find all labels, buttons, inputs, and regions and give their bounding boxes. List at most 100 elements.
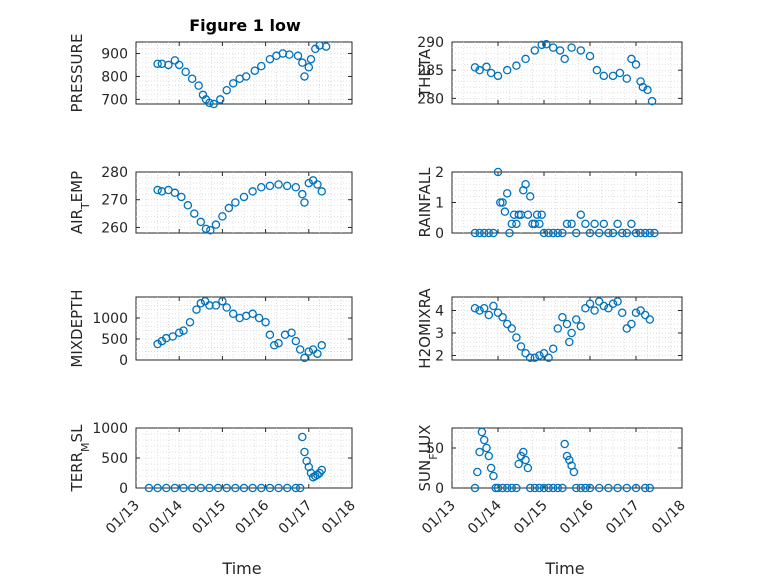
data-point (179, 326, 188, 335)
data-point (470, 303, 480, 313)
data-point (548, 344, 558, 353)
data-point (300, 198, 309, 207)
x-tick-label: 01/14 (465, 497, 505, 537)
data-point (558, 483, 567, 493)
data-point (291, 336, 301, 346)
data-point (170, 188, 180, 198)
data-point (516, 342, 526, 351)
data-point (473, 467, 482, 477)
data-point (585, 51, 595, 61)
data-point (183, 201, 193, 210)
data-point (631, 483, 641, 493)
data-point (553, 483, 563, 493)
data-point (306, 54, 316, 64)
data-point (627, 219, 636, 229)
x-tick-label: 01/18 (319, 498, 359, 538)
data-point (291, 182, 301, 192)
data-point (496, 198, 505, 207)
data-point (248, 187, 257, 196)
data-point (636, 306, 645, 315)
data-point (313, 349, 322, 358)
data-point (636, 228, 645, 238)
data-point (317, 465, 327, 475)
y-axis-label: THETA (416, 48, 434, 98)
data-point (205, 483, 214, 493)
data-point (298, 58, 307, 67)
data-point (539, 348, 549, 358)
data-point (604, 228, 613, 238)
data-point (514, 459, 523, 469)
data-point (608, 299, 618, 308)
data-point (599, 71, 609, 81)
y-tick-label: 2 (435, 349, 444, 365)
data-point (581, 219, 590, 229)
data-point (530, 483, 540, 493)
y-axis-label: MIXDEPTH (68, 289, 86, 367)
data-point (168, 332, 177, 341)
data-point (274, 483, 283, 493)
x-axis-label: Time (221, 559, 261, 578)
data-point (525, 483, 535, 493)
data-point (507, 219, 517, 229)
y-tick-label: 0 (119, 353, 128, 369)
data-point (558, 312, 567, 322)
data-point (613, 219, 622, 229)
data-point (475, 228, 484, 238)
data-point (211, 301, 221, 310)
y-tick-label: 1000 (92, 311, 128, 327)
data-point (293, 51, 303, 61)
data-point (553, 324, 563, 333)
data-point (565, 455, 574, 465)
data-point (585, 483, 595, 493)
data-point (498, 312, 507, 322)
data-point (300, 72, 309, 81)
data-point (265, 330, 275, 340)
x-tick-label: 01/15 (189, 498, 229, 538)
data-point (486, 68, 496, 78)
data-point (505, 228, 514, 238)
chart-3: 260 270 280 AIRTEMP (68, 165, 353, 236)
data-point (613, 483, 622, 493)
data-point (317, 341, 327, 350)
data-point (622, 324, 632, 333)
data-point (647, 96, 657, 106)
data-point (512, 61, 521, 70)
data-point (604, 483, 613, 493)
data-point (571, 315, 581, 324)
data-point (617, 308, 627, 317)
data-point (313, 180, 322, 189)
data-point (479, 435, 489, 445)
data-point (257, 61, 266, 71)
data-point (282, 483, 292, 493)
data-point (231, 198, 240, 207)
data-point (608, 228, 618, 238)
data-point (502, 189, 512, 198)
data-point (493, 483, 503, 493)
data-point (265, 483, 275, 493)
data-point (590, 306, 599, 315)
data-point (298, 432, 307, 442)
data-point (613, 297, 622, 306)
data-point (239, 192, 249, 202)
data-point (636, 77, 645, 86)
data-point (274, 338, 283, 348)
data-point (585, 228, 595, 238)
data-point (537, 210, 546, 219)
y-tick-label: 280 (417, 91, 444, 107)
x-tick-label: 01/14 (146, 497, 186, 537)
data-point (206, 225, 215, 235)
data-point (594, 228, 604, 238)
data-point (539, 483, 549, 493)
data-point (194, 81, 203, 90)
data-point (502, 483, 512, 493)
data-point (537, 40, 546, 50)
data-point (530, 353, 540, 362)
data-point (153, 483, 162, 493)
y-tick-label: 2 (435, 165, 444, 181)
y-tick-label: 50 (426, 441, 444, 457)
data-point (164, 60, 173, 70)
data-point (265, 181, 275, 191)
data-point (558, 228, 567, 238)
